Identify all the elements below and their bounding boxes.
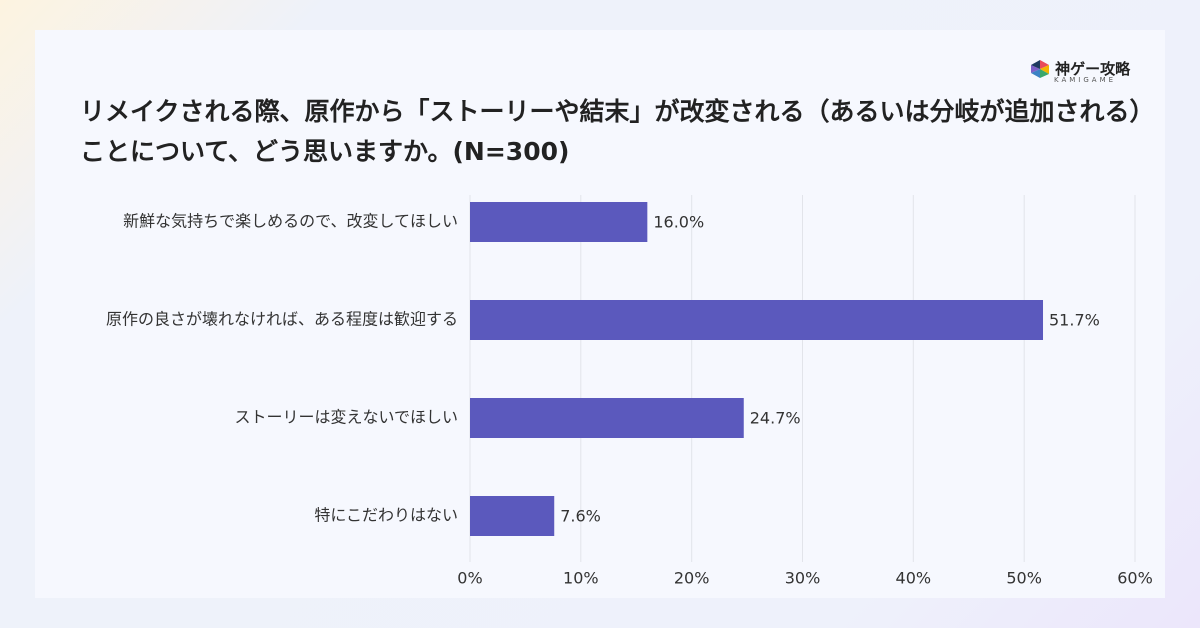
- y-tick-label: ストーリーは変えないでほしい: [234, 408, 458, 427]
- logo-name: 神ゲー攻略: [1055, 60, 1131, 78]
- logo-sub: KAMIGAME: [1054, 76, 1117, 84]
- bar: [470, 202, 648, 242]
- bar: [470, 496, 555, 536]
- x-tick-label: 20%: [674, 569, 710, 588]
- x-tick-label: 60%: [1117, 569, 1153, 588]
- x-tick-label: 30%: [785, 569, 821, 588]
- x-tick-label: 40%: [896, 569, 932, 588]
- value-label: 16.0%: [653, 213, 704, 232]
- bar: [470, 398, 744, 438]
- logo: 神ゲー攻略 KAMIGAME: [1030, 58, 1130, 84]
- logo-icon: [1031, 59, 1049, 78]
- x-tick-label: 10%: [563, 569, 599, 588]
- y-tick-label: 特にこだわりはない: [314, 506, 458, 525]
- x-tick-label: 0%: [457, 569, 482, 588]
- y-tick-label: 新鮮な気持ちで楽しめるので、改変してほしい: [123, 212, 458, 231]
- value-label: 24.7%: [750, 409, 801, 428]
- bar: [470, 300, 1044, 340]
- value-label: 7.6%: [560, 507, 601, 526]
- x-tick-label: 50%: [1006, 569, 1042, 588]
- chart-title: リメイクされる際、原作から「ストーリーや結末」が改変される（あるいは分岐が追加さ…: [80, 97, 1143, 166]
- y-tick-label: 原作の良さが壊れなければ、ある程度は歓迎する: [106, 310, 458, 329]
- value-label: 51.7%: [1049, 311, 1100, 330]
